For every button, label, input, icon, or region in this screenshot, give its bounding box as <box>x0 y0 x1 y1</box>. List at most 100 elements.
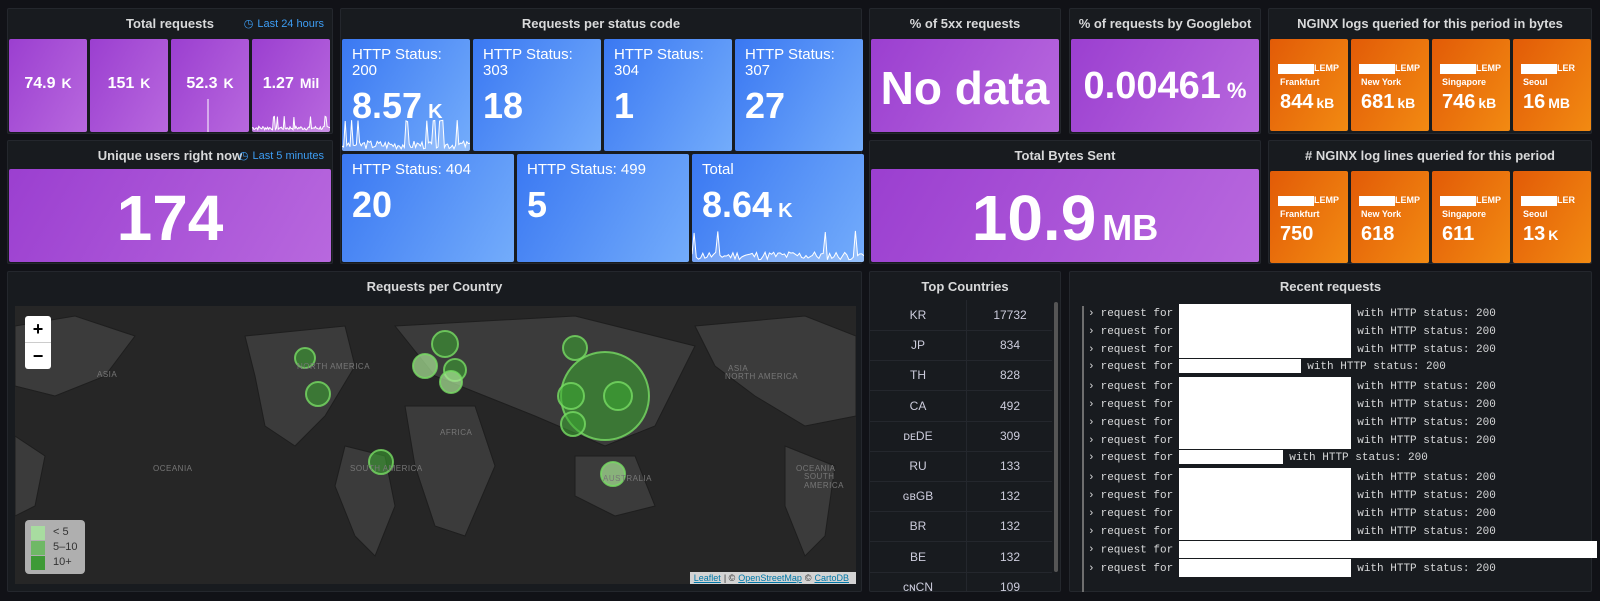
host-label: LEMP <box>1359 63 1420 74</box>
log-line[interactable]: › request for with HTTP status: 200 <box>1088 431 1496 450</box>
expand-icon: › <box>1088 360 1095 373</box>
log-line[interactable]: › request for with HTTP status: 200 <box>1088 340 1496 359</box>
value-text: 0.00461 <box>1083 65 1221 107</box>
stat-tile: LEMP New York 618 <box>1351 171 1429 263</box>
map-label: SOUTH AMERICA <box>350 464 423 473</box>
landmass <box>404 405 496 537</box>
log-prefix: request for <box>1100 451 1174 464</box>
panel: Requests per Country ASIA NORTH AMERICA AFR… <box>7 271 862 592</box>
log-prefix: request for <box>1100 307 1174 320</box>
log-line[interactable]: › request for with HTTP status: 200 <box>1088 322 1496 341</box>
redacted <box>1179 376 1352 395</box>
city: New York <box>1361 209 1402 219</box>
attribution-part[interactable]: OpenStreetMap <box>738 573 802 583</box>
log-status: with HTTP status: 200 <box>1357 435 1496 448</box>
time-range-text: Last 24 hours <box>257 18 324 30</box>
sparkline <box>342 119 470 151</box>
log-prefix: request for <box>1100 380 1174 393</box>
city: New York <box>1361 77 1402 87</box>
sparkline <box>252 115 330 132</box>
host-label: LEMP <box>1359 195 1420 206</box>
landmass <box>15 435 46 517</box>
country-code: JP <box>910 338 925 353</box>
request-count: 309 <box>999 428 1021 443</box>
cell-divider <box>966 481 967 512</box>
host-label: LEMP <box>1278 63 1339 74</box>
redacted <box>1359 195 1395 206</box>
cell-divider <box>966 541 967 572</box>
stat-value: 74.9 K <box>9 75 87 93</box>
country-marker <box>600 461 626 487</box>
log-line[interactable]: › request for with HTTP status: 200 <box>1088 358 1446 376</box>
panel: Total requests ◷ Last 24 hours 74.9 K 151 K 52.… <box>7 8 333 134</box>
stat-value: No data <box>880 62 1050 114</box>
log-line[interactable]: › request for <box>1088 540 1600 558</box>
log-line[interactable]: › request for with HTTP status: 200 <box>1088 376 1496 395</box>
country-marker <box>439 370 463 394</box>
host-tag: LEMP <box>1395 63 1421 73</box>
zoom-out-button[interactable]: − <box>32 346 44 366</box>
attribution-part: | © <box>723 573 736 583</box>
value-unit: K <box>428 101 443 123</box>
panel-title: Recent requests <box>1279 279 1382 294</box>
log-line[interactable]: › request for with HTTP status: 200 <box>1088 395 1496 413</box>
stat-tile: LER Seoul 13 K <box>1513 171 1591 263</box>
redacted <box>1179 395 1352 413</box>
time-range: ◷ Last 5 minutes <box>239 149 324 162</box>
expand-icon: › <box>1088 489 1095 502</box>
stat-value: 681 kB <box>1361 91 1415 114</box>
city: Frankfurt <box>1280 209 1320 219</box>
landmass <box>244 325 356 447</box>
cell-divider <box>966 390 967 421</box>
stat-value: 5 <box>527 184 547 226</box>
map-label: NORTH AMERICA <box>725 372 799 381</box>
log-line[interactable]: › request for with HTTP status: 200 <box>1088 558 1496 577</box>
value-unit: % <box>1226 78 1247 103</box>
request-count: 132 <box>999 519 1021 534</box>
map-label: SOUTH AMERICA <box>804 472 844 490</box>
stat-value: 750 <box>1280 223 1313 246</box>
log-line[interactable]: › request for with HTTP status: 200 <box>1088 486 1496 504</box>
log-line[interactable]: › request for with HTTP status: 200 <box>1088 449 1428 467</box>
redacted <box>1179 540 1598 558</box>
redacted <box>1179 358 1302 373</box>
log-line[interactable]: › request for with HTTP status: 200 <box>1088 304 1496 322</box>
table-row: RU 133 <box>870 451 1052 482</box>
legend-label: < 5 <box>53 526 69 538</box>
stat-label: HTTP Status: 499 <box>527 161 646 178</box>
log-prefix: request for <box>1100 435 1174 448</box>
country-marker <box>412 353 438 379</box>
log-prefix: request for <box>1100 360 1174 373</box>
country-code: BR <box>909 519 927 534</box>
log-prefix: request for <box>1100 508 1174 521</box>
log-prefix: request for <box>1100 562 1174 575</box>
panel-title: Unique users right now <box>97 148 243 163</box>
log-line[interactable]: › request for with HTTP status: 200 <box>1088 522 1496 541</box>
stat-tile: 74.9 K <box>9 39 87 132</box>
expand-icon: › <box>1088 435 1095 448</box>
log-line[interactable]: › request for with HTTP status: 200 <box>1088 467 1496 486</box>
panel: Top Countries KR 17732 JP 834 TH 828 CA 492 ᴅᴇDE 3… <box>869 271 1061 592</box>
country-marker <box>368 449 394 475</box>
value-unit: K <box>1548 227 1559 243</box>
map-label: AUSTRALIA <box>603 474 652 483</box>
cell-divider <box>966 451 967 481</box>
stat-label: HTTP Status: 200 <box>352 46 442 79</box>
stat-tile: 174 <box>9 169 331 262</box>
value-text: 18 <box>483 85 524 126</box>
zoom-in-button[interactable]: + <box>25 316 51 343</box>
map: ASIA NORTH AMERICA AFRICA ASIA NORTH AMERICA… <box>15 306 856 584</box>
attribution-part[interactable]: Leaflet <box>693 573 721 583</box>
request-count: 834 <box>999 338 1021 353</box>
panel-title: Top Countries <box>921 279 1009 294</box>
country-code: ᴄɴCN <box>903 579 933 591</box>
attribution-part[interactable]: CartoDB <box>814 573 849 583</box>
city: Singapore <box>1442 77 1487 87</box>
value-text: 1.27 <box>262 75 294 92</box>
log-line[interactable]: › request for with HTTP status: 200 <box>1088 504 1496 523</box>
panel-title: # NGINX log lines queried for this perio… <box>1305 148 1555 163</box>
log-status: with HTTP status: 200 <box>1357 489 1496 502</box>
stat-label: Total <box>702 161 734 178</box>
request-count: 133 <box>999 459 1021 473</box>
log-line[interactable]: › request for with HTTP status: 200 <box>1088 413 1496 432</box>
